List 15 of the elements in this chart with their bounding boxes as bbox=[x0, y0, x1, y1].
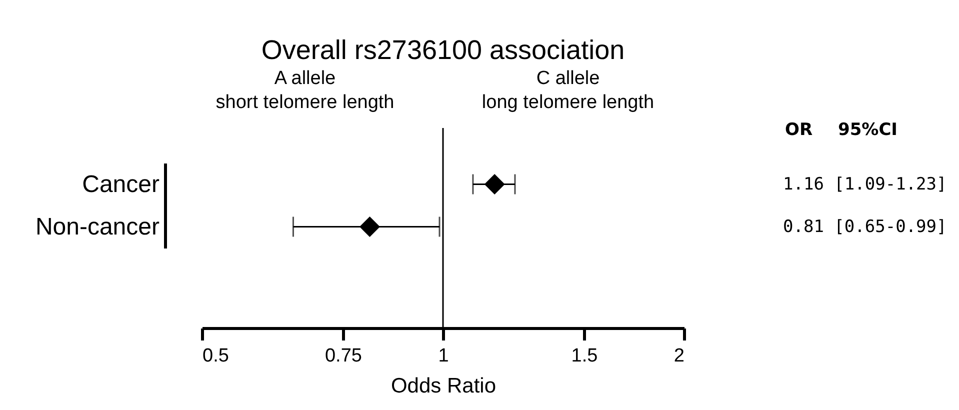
x-tick-label: 0.75 bbox=[324, 346, 362, 366]
chart-title: Overall rs2736100 association bbox=[261, 35, 625, 65]
x-tick-label: 2 bbox=[674, 346, 684, 366]
y-tick-label: Cancer bbox=[82, 170, 160, 198]
x-axis-title: Odds Ratio bbox=[390, 374, 496, 398]
text: OR bbox=[785, 120, 813, 140]
text: 95%CI bbox=[838, 120, 898, 140]
y-tick-label: Non-cancer bbox=[35, 213, 160, 240]
text: C allele long telomere length bbox=[482, 68, 654, 113]
data-label: 0.81 [0.65-0.99] bbox=[783, 216, 947, 237]
x-tick-label: 1.5 bbox=[571, 346, 598, 366]
x-tick-label: 1 bbox=[438, 346, 449, 366]
data-label: 1.16 [1.09-1.23] bbox=[783, 174, 947, 194]
text: A allele short telomere length bbox=[216, 68, 394, 113]
x-tick-label: 0.5 bbox=[202, 346, 229, 366]
